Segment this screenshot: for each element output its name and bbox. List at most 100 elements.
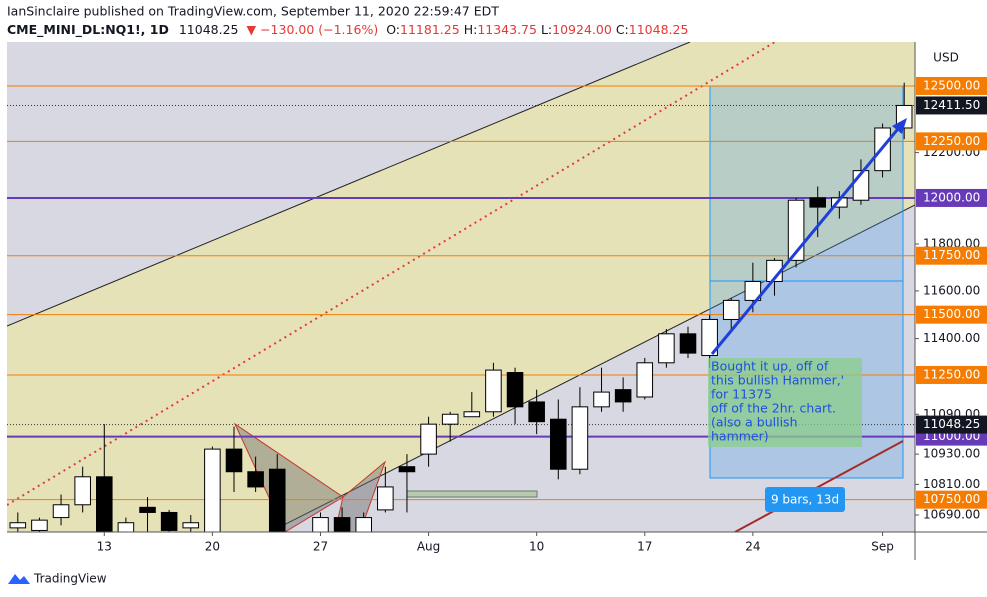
y-tick-label: 10930.00 xyxy=(923,447,980,461)
level-tag xyxy=(916,365,987,384)
brand: TradingView xyxy=(33,572,107,586)
price-tag xyxy=(916,415,987,434)
candle-body xyxy=(441,413,459,425)
price-label: 11048.25 xyxy=(923,417,980,431)
candle-body xyxy=(312,517,329,532)
annotation-box xyxy=(708,358,862,447)
y-tick-label: 10690.00 xyxy=(923,508,980,522)
candle-body xyxy=(463,411,481,418)
trend-line xyxy=(734,440,904,532)
ohlc-key: O: xyxy=(386,22,400,37)
change: ▼ −130.00 (−1.16%) xyxy=(246,22,378,37)
candle-body xyxy=(74,476,91,506)
x-tick-label: 13 xyxy=(97,540,112,554)
ohlc-key: C: xyxy=(616,22,629,37)
x-tick-label: 10 xyxy=(529,540,544,554)
candle-body xyxy=(204,448,221,532)
channel-upper xyxy=(7,42,691,327)
ohlc-key: L: xyxy=(541,22,552,37)
candle-body xyxy=(550,418,567,470)
level-label: 11500.00 xyxy=(923,307,980,321)
x-tick-label: 24 xyxy=(745,540,760,554)
candle-body xyxy=(636,362,654,398)
overlays: 9 bars, 13d xyxy=(708,118,907,512)
candle-body xyxy=(809,197,826,208)
candle-body xyxy=(96,476,113,532)
price-tag xyxy=(916,96,987,115)
candle-body xyxy=(117,522,135,532)
annotation-line: hammer) xyxy=(711,429,769,444)
level-label: 12000.00 xyxy=(923,190,980,204)
level-label: 11250.00 xyxy=(923,367,980,381)
price: 11048.25 xyxy=(179,22,239,37)
candle-body xyxy=(182,522,200,529)
arrow-head xyxy=(892,118,907,134)
candle-body xyxy=(701,318,718,357)
candle-body xyxy=(571,406,589,470)
level-tag xyxy=(916,76,987,95)
price-axis xyxy=(915,42,987,560)
ohlc-value: 11048.25 xyxy=(629,22,689,37)
y-tick-label: 11400.00 xyxy=(923,331,980,345)
y-tick-label: 11600.00 xyxy=(923,283,980,297)
candle-body xyxy=(355,517,372,532)
candles xyxy=(9,82,913,532)
axis-labels: 12200.0011800.0011600.0011400.0011090.00… xyxy=(97,76,987,554)
candle-body xyxy=(9,522,27,529)
candle-body xyxy=(506,372,524,408)
level-tag xyxy=(916,305,987,324)
candle-body xyxy=(658,333,675,364)
annotation-line: this bullish Hammer,' xyxy=(711,373,844,388)
candle-body xyxy=(528,401,545,423)
ohlc-key: H: xyxy=(464,22,478,37)
ohlc-value: 11181.25 xyxy=(400,22,460,37)
plot-background xyxy=(7,42,915,532)
symbol-line: CME_MINI_DL:NQ1!, 1D 11048.25 ▼ −130.00 … xyxy=(7,22,688,38)
level-tag xyxy=(916,246,987,265)
level-label: 12250.00 xyxy=(923,134,980,148)
candle-body xyxy=(614,389,632,403)
up-arrow xyxy=(710,123,904,355)
level-tag xyxy=(916,490,987,509)
footer: TradingView xyxy=(8,572,107,586)
level-tag xyxy=(916,188,987,207)
channel-lower xyxy=(269,204,915,532)
candle-body xyxy=(398,466,416,473)
candle-body xyxy=(744,280,762,301)
currency: USD xyxy=(933,51,959,65)
measure-badge xyxy=(765,487,845,512)
level-label: 11750.00 xyxy=(923,248,980,262)
annotation-line: off of the 2hr. chart. xyxy=(711,401,836,416)
candle-body xyxy=(247,471,264,488)
publish-line: IanSinclaire published on TradingView.co… xyxy=(7,4,499,19)
range-bar xyxy=(406,490,538,498)
x-tick-label: Sep xyxy=(871,540,894,554)
candle-body xyxy=(225,448,243,473)
annotation-line: for 11375 xyxy=(711,387,772,402)
ohlc-value: 11343.75 xyxy=(477,22,537,37)
channel-fill xyxy=(7,42,915,532)
price-label: 12411.50 xyxy=(923,98,980,112)
header: IanSinclaire published on TradingView.co… xyxy=(7,4,688,38)
candle-body xyxy=(333,517,351,532)
ohlc-value: 10924.00 xyxy=(552,22,612,37)
candle-body xyxy=(420,423,437,455)
candle-body xyxy=(485,369,502,413)
x-tick-label: Aug xyxy=(417,540,440,554)
candle-body xyxy=(679,333,697,354)
level-tag xyxy=(916,132,987,151)
x-tick-label: 20 xyxy=(205,540,220,554)
candle-body xyxy=(377,486,394,511)
level-label: 10750.00 xyxy=(923,492,980,506)
level-label: 12500.00 xyxy=(923,78,980,92)
candle-body xyxy=(31,519,48,531)
candle-body xyxy=(593,391,610,408)
candle-body xyxy=(722,299,740,320)
annotation-line: (also a bullish xyxy=(711,415,798,430)
measure-label: 9 bars, 13d xyxy=(771,493,839,507)
candle-body xyxy=(139,506,156,513)
x-tick-label: 27 xyxy=(313,540,328,554)
time-axis xyxy=(7,532,915,560)
x-tick-label: 17 xyxy=(637,540,652,554)
